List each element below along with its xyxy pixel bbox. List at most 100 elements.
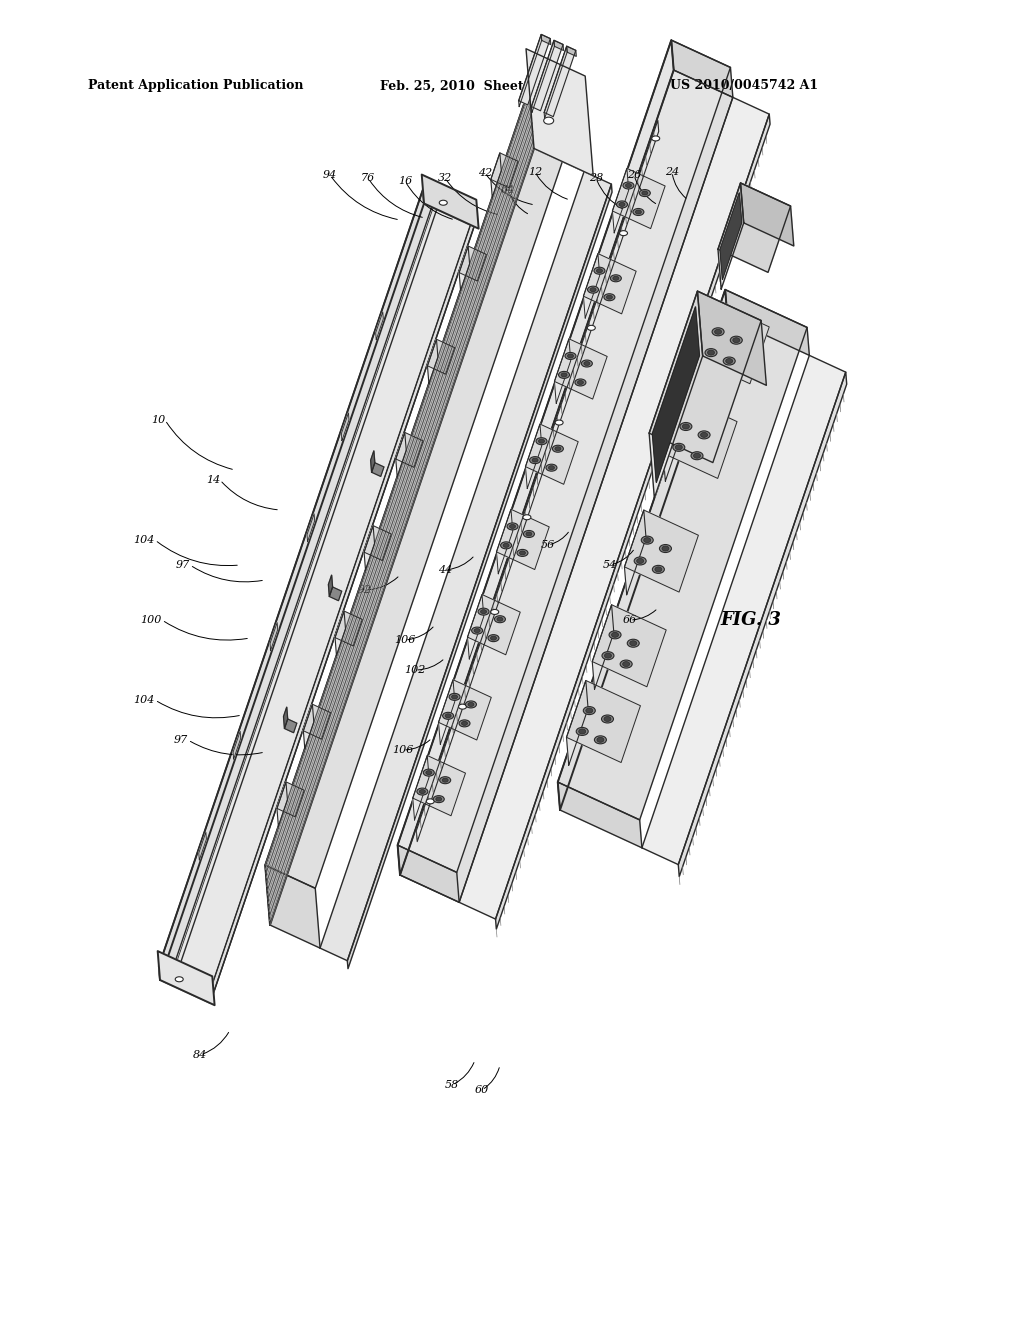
Polygon shape <box>329 576 333 597</box>
Polygon shape <box>172 199 473 993</box>
Text: 16: 16 <box>398 176 412 186</box>
Ellipse shape <box>433 796 444 803</box>
Ellipse shape <box>480 610 486 614</box>
Polygon shape <box>496 114 770 929</box>
Polygon shape <box>307 513 314 541</box>
Polygon shape <box>427 339 455 374</box>
Polygon shape <box>468 594 483 659</box>
Ellipse shape <box>698 430 710 438</box>
Polygon shape <box>612 169 629 232</box>
Ellipse shape <box>579 729 586 734</box>
Polygon shape <box>554 339 570 404</box>
Polygon shape <box>625 510 698 593</box>
Text: 44: 44 <box>438 565 453 576</box>
Ellipse shape <box>567 354 573 358</box>
Ellipse shape <box>626 183 632 187</box>
Polygon shape <box>649 292 761 462</box>
Ellipse shape <box>715 329 722 334</box>
Polygon shape <box>678 372 847 876</box>
Ellipse shape <box>597 738 604 742</box>
Ellipse shape <box>726 359 733 363</box>
Ellipse shape <box>462 721 468 726</box>
Text: 84: 84 <box>193 1049 207 1060</box>
Polygon shape <box>265 865 321 948</box>
Polygon shape <box>365 525 391 561</box>
Ellipse shape <box>555 446 561 450</box>
Ellipse shape <box>517 549 528 557</box>
Ellipse shape <box>474 628 480 632</box>
Polygon shape <box>566 681 588 766</box>
Polygon shape <box>664 396 685 482</box>
Polygon shape <box>423 190 437 210</box>
Polygon shape <box>159 190 424 979</box>
Ellipse shape <box>662 546 669 550</box>
Polygon shape <box>372 463 384 477</box>
Ellipse shape <box>450 693 460 701</box>
Text: 14: 14 <box>206 475 220 484</box>
Ellipse shape <box>565 352 575 359</box>
Polygon shape <box>695 302 717 387</box>
Ellipse shape <box>705 348 717 356</box>
Polygon shape <box>740 183 794 246</box>
Ellipse shape <box>439 201 447 205</box>
Ellipse shape <box>604 294 614 301</box>
Polygon shape <box>697 292 766 385</box>
Ellipse shape <box>628 639 639 647</box>
Polygon shape <box>438 680 492 741</box>
Polygon shape <box>341 413 349 441</box>
Ellipse shape <box>536 438 547 445</box>
Ellipse shape <box>621 660 632 668</box>
Polygon shape <box>720 193 741 280</box>
Ellipse shape <box>549 466 554 470</box>
Polygon shape <box>525 424 579 484</box>
Polygon shape <box>584 253 636 314</box>
Polygon shape <box>199 832 207 861</box>
Polygon shape <box>459 98 769 919</box>
Ellipse shape <box>529 457 541 463</box>
Polygon shape <box>519 34 542 107</box>
Ellipse shape <box>544 117 554 124</box>
Polygon shape <box>347 185 612 969</box>
Ellipse shape <box>472 627 482 634</box>
Polygon shape <box>159 966 173 986</box>
Ellipse shape <box>623 182 634 189</box>
Ellipse shape <box>673 444 685 451</box>
Text: 92: 92 <box>357 585 372 595</box>
Ellipse shape <box>590 288 596 292</box>
Ellipse shape <box>423 770 434 776</box>
Polygon shape <box>664 396 737 478</box>
Polygon shape <box>413 755 466 816</box>
Polygon shape <box>330 587 342 601</box>
Ellipse shape <box>588 286 599 293</box>
Ellipse shape <box>459 704 467 709</box>
Ellipse shape <box>586 708 593 713</box>
Ellipse shape <box>642 191 648 195</box>
Polygon shape <box>284 708 288 729</box>
Polygon shape <box>321 172 611 961</box>
Ellipse shape <box>507 523 518 529</box>
Polygon shape <box>427 339 438 384</box>
Ellipse shape <box>546 465 557 471</box>
Ellipse shape <box>733 338 739 343</box>
Polygon shape <box>612 169 666 228</box>
Polygon shape <box>159 190 435 972</box>
Text: 28: 28 <box>589 173 603 183</box>
Polygon shape <box>173 210 474 1003</box>
Polygon shape <box>265 88 535 925</box>
Polygon shape <box>397 845 459 903</box>
Text: 60: 60 <box>475 1085 489 1096</box>
Polygon shape <box>695 302 769 384</box>
Polygon shape <box>376 312 383 339</box>
Ellipse shape <box>442 713 454 719</box>
Ellipse shape <box>612 276 618 280</box>
Polygon shape <box>397 40 674 875</box>
Polygon shape <box>303 705 331 739</box>
Polygon shape <box>417 120 658 842</box>
Polygon shape <box>558 289 727 810</box>
Polygon shape <box>285 719 297 733</box>
Polygon shape <box>672 40 733 98</box>
Ellipse shape <box>558 371 569 379</box>
Text: 42: 42 <box>478 168 493 178</box>
Text: 54: 54 <box>603 560 617 570</box>
Ellipse shape <box>609 631 621 639</box>
